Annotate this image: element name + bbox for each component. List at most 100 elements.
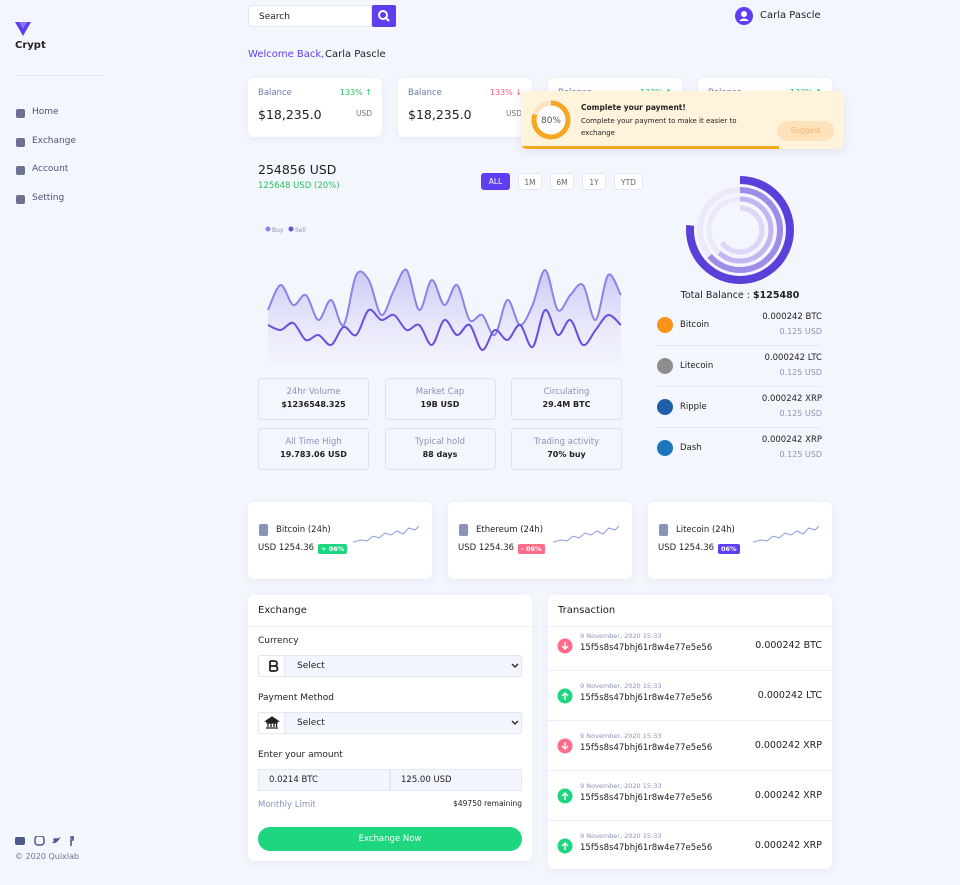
- nav-icon: [16, 137, 25, 147]
- stat-value: 19B USD: [420, 400, 460, 409]
- stat-label: Market Cap: [415, 387, 465, 397]
- coin-name: Bitcoin: [680, 320, 710, 330]
- balance-card: Balance 133% ↑ $18,235.0 USD: [248, 78, 382, 137]
- exchange-button[interactable]: Exchange Now: [258, 827, 522, 851]
- coin-name: Dash: [680, 443, 702, 453]
- nav-item[interactable]: Setting: [32, 192, 65, 203]
- range-button[interactable]: YTD: [614, 173, 643, 190]
- line: [267, 268, 622, 337]
- sparkline-path: [753, 525, 819, 543]
- brand: Crypt: [15, 40, 46, 51]
- ticker-name: Bitcoin (24h): [276, 525, 331, 535]
- stat-value: 88 days: [422, 450, 458, 459]
- tx-arrow: [561, 842, 569, 850]
- legend-label: Sell: [295, 227, 306, 234]
- coin-name: Litecoin: [680, 361, 714, 371]
- divider: [548, 626, 832, 627]
- tx-icon: [557, 788, 573, 804]
- balance-label: Balance: [258, 88, 292, 98]
- total-balance-value: $125480: [753, 290, 800, 301]
- progress-arc: [531, 100, 571, 140]
- legend-dot: [288, 226, 294, 232]
- range-button[interactable]: 6M: [550, 173, 574, 190]
- divider: [548, 820, 832, 821]
- btc-input[interactable]: 0.0214 BTC: [258, 769, 390, 791]
- nav-item[interactable]: Exchange: [32, 135, 76, 146]
- coin-amount: 0.000242 XRP: [761, 435, 822, 445]
- coin-icon: [657, 440, 673, 456]
- ticker-card: Ethereum (24h) USD 1254.36- 06%: [448, 502, 632, 579]
- range-button[interactable]: 1Y: [582, 173, 606, 190]
- payment-select-text: Select: [297, 718, 325, 728]
- tx-hash: 15f5s8s47bhj61r8w4e77e5e56: [580, 843, 713, 853]
- divider: [248, 626, 532, 627]
- sparkline-path: [353, 525, 419, 543]
- tx-amount: 0.000242 XRP: [754, 740, 822, 751]
- avatar[interactable]: [735, 7, 753, 25]
- line-chart: BuySell20 Nov23 Nov26 Nov29 Nov02 Dec05 …: [265, 226, 622, 365]
- tx-amount: 0.000242 XRP: [754, 790, 822, 801]
- popup-text: Complete your payment to make it easier …: [581, 117, 737, 137]
- limit-label: Monthly Limit: [258, 800, 316, 810]
- progress-label: 80%: [541, 116, 561, 126]
- tx-icon: [557, 688, 573, 704]
- sparkline: [753, 525, 819, 543]
- currency-select[interactable]: Select: [258, 655, 522, 677]
- balance-amount: $18,235.0: [258, 107, 322, 122]
- coin-icon: [657, 317, 673, 333]
- line: [267, 308, 622, 351]
- payment-popup: 80% Complete your payment! Complete your…: [521, 91, 844, 149]
- tx-amount: 0.000242 BTC: [755, 640, 822, 651]
- balance-amount: $18,235.0: [408, 107, 472, 122]
- nav-item[interactable]: Home: [32, 107, 59, 117]
- tx-arrow: [561, 742, 569, 750]
- range-button[interactable]: 1M: [518, 173, 542, 190]
- suggest-button[interactable]: Suggest: [777, 121, 834, 141]
- exchange-title: Exchange: [258, 605, 307, 616]
- currency-icon: [259, 656, 285, 676]
- ticker-name: Ethereum (24h): [476, 525, 544, 535]
- tx-hash: 15f5s8s47bhj61r8w4e77e5e56: [580, 643, 713, 653]
- balance-label: Balance: [408, 88, 442, 98]
- range-button[interactable]: ALL: [481, 173, 510, 190]
- tx-arrow: [561, 692, 569, 700]
- progress-bar: [521, 146, 780, 149]
- user-name[interactable]: Carla Pascle: [760, 10, 821, 21]
- ticker-badge: + 06%: [318, 544, 348, 554]
- tx-icon: [557, 638, 573, 654]
- portfolio-total: 254856 USD: [258, 162, 337, 177]
- search-input[interactable]: Search: [248, 5, 372, 27]
- nav-item[interactable]: Account: [32, 164, 69, 174]
- bank-icon: [259, 713, 285, 733]
- legend-label: Buy: [272, 227, 284, 234]
- payment-select[interactable]: Select: [258, 712, 522, 734]
- tx-date: 9 November, 2020 15:33: [580, 782, 662, 790]
- ticker-icon: [259, 524, 268, 536]
- coin-amount: 0.000242 BTC: [762, 312, 822, 322]
- usd-amount: 125.00 USD: [401, 775, 452, 785]
- btc-amount: 0.0214 BTC: [269, 775, 318, 785]
- progress-ring: 80%: [531, 100, 571, 140]
- search-button[interactable]: [372, 5, 396, 27]
- usd-input[interactable]: 125.00 USD: [390, 769, 522, 791]
- nav-icon: [16, 166, 25, 175]
- coin-icon: [657, 399, 673, 415]
- tx-hash: 15f5s8s47bhj61r8w4e77e5e56: [580, 793, 713, 803]
- ticker-price: USD 1254.36: [658, 543, 715, 553]
- stat-box: Trading activity 70% buy: [511, 428, 622, 470]
- copyright: © 2020 Quixlab: [15, 852, 79, 861]
- balance-change: 133% ↓: [489, 88, 522, 97]
- ticker-card: Litecoin (24h) USD 1254.36 06%: [648, 502, 832, 579]
- sparkline-path: [553, 525, 619, 543]
- coin-amount: 0.000242 XRP: [761, 394, 822, 404]
- ticker-badge: - 06%: [518, 544, 545, 554]
- ticker-badge: 06%: [718, 544, 740, 554]
- tx-arrow: [561, 792, 569, 800]
- coin-usd: 0.125 USD: [779, 368, 822, 377]
- tx-hash: 15f5s8s47bhj61r8w4e77e5e56: [580, 743, 713, 753]
- stat-box: Typical hold 88 days: [384, 428, 496, 470]
- coin-name: Ripple: [680, 402, 707, 412]
- nav-icon: [16, 109, 25, 118]
- stat-box: Circulating 29.4M BTC: [511, 378, 622, 420]
